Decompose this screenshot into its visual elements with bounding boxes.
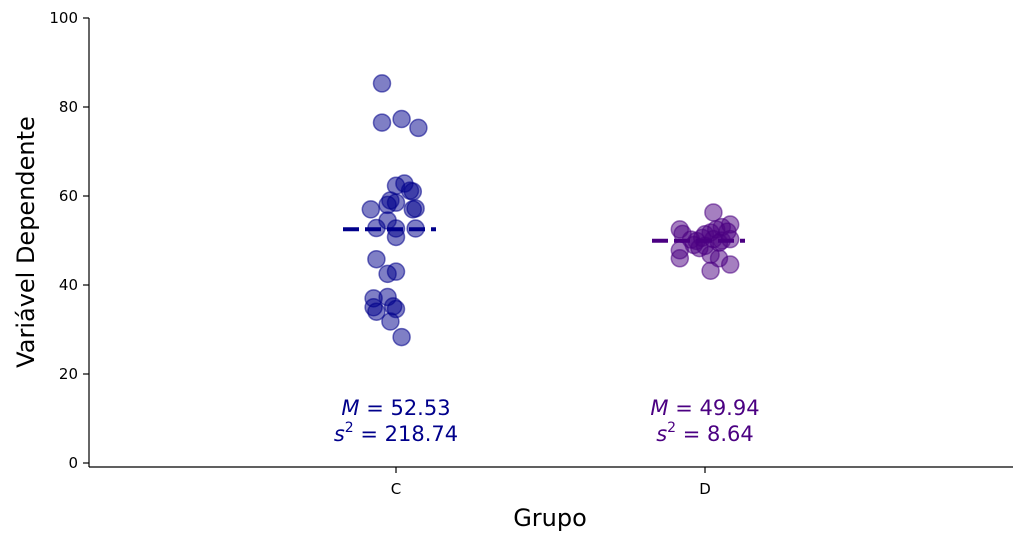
variance-text: s2 = 8.64 <box>656 420 754 446</box>
y-tick-label: 0 <box>68 454 78 472</box>
data-point <box>378 195 397 215</box>
x-tick-label: C <box>391 480 401 498</box>
data-point <box>372 74 392 93</box>
data-point <box>701 261 720 281</box>
data-point <box>381 312 400 331</box>
data-point <box>367 302 386 321</box>
y-ticks: 0 20 40 60 80 100 <box>49 9 89 472</box>
data-point <box>406 199 425 218</box>
mean-text: M = 52.53 <box>341 396 450 420</box>
mean-text: M = 49.94 <box>650 396 759 420</box>
data-point <box>392 327 411 347</box>
data-point <box>361 200 381 219</box>
means-layer <box>343 227 745 243</box>
data-point <box>392 109 411 129</box>
data-point <box>409 118 428 138</box>
y-axis-title: Variável Dependente <box>12 116 40 368</box>
data-point <box>670 249 690 268</box>
variance-text: s2 = 218.74 <box>334 420 458 446</box>
data-point <box>367 249 386 269</box>
axes <box>88 18 1013 468</box>
data-point <box>386 262 406 281</box>
x-tick-label: D <box>699 480 711 498</box>
data-point <box>720 255 740 274</box>
y-tick-label: 100 <box>49 9 78 27</box>
data-point <box>372 113 392 132</box>
y-tick-label: 80 <box>59 98 78 116</box>
x-axis-title: Grupo <box>513 504 587 532</box>
y-tick-label: 20 <box>59 365 78 383</box>
y-tick-label: 40 <box>59 276 78 294</box>
y-tick-label: 60 <box>59 187 78 205</box>
points-layer <box>361 74 740 347</box>
data-point <box>403 182 423 201</box>
